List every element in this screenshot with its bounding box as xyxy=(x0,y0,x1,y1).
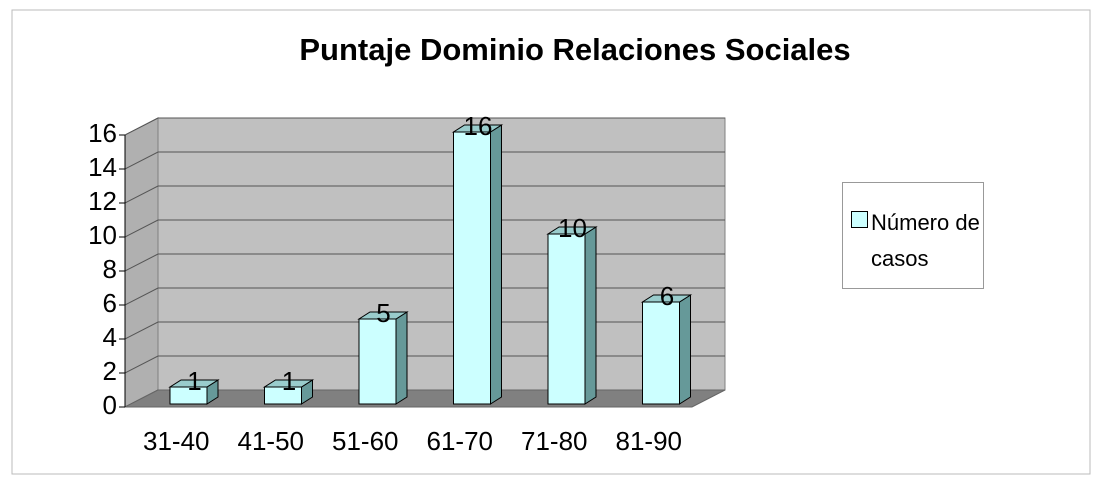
bar xyxy=(357,311,409,405)
y-tick-label: 4 xyxy=(103,322,117,352)
bar-front xyxy=(547,233,586,405)
legend: Número de casos xyxy=(842,182,984,289)
grid-line xyxy=(124,185,725,204)
grid-line xyxy=(124,287,725,306)
x-tick-label: 81-90 xyxy=(616,426,683,456)
bar-side xyxy=(679,294,691,405)
bar xyxy=(640,294,693,405)
data-label: 16 xyxy=(464,111,493,141)
bar xyxy=(451,124,504,405)
bar-front xyxy=(169,386,208,405)
chart-border xyxy=(11,9,1091,475)
grid-line xyxy=(124,151,725,170)
x-tick-label: 31-40 xyxy=(143,426,210,456)
data-label: 5 xyxy=(376,298,390,328)
x-tick-label: 61-70 xyxy=(427,426,494,456)
bar-side xyxy=(395,311,408,405)
data-label: 1 xyxy=(187,366,201,396)
y-tick-label: 2 xyxy=(103,356,117,386)
data-label: 10 xyxy=(558,213,587,243)
bar xyxy=(262,379,315,405)
data-label: 1 xyxy=(282,366,296,396)
bar-front xyxy=(453,131,491,405)
grid-line xyxy=(124,355,725,374)
y-tick-label: 8 xyxy=(103,254,117,284)
grid-line xyxy=(124,253,725,272)
y-tick-label: 0 xyxy=(103,390,117,420)
data-label: 6 xyxy=(660,281,674,311)
grid-line xyxy=(124,219,725,238)
y-tick-label: 6 xyxy=(103,288,117,318)
y-tick-label: 12 xyxy=(88,186,117,216)
bar-front xyxy=(264,386,302,405)
legend-label: Número de casos xyxy=(871,210,980,271)
bar xyxy=(546,226,598,405)
bar-side xyxy=(490,124,502,405)
y-tick-label: 10 xyxy=(88,220,117,250)
x-tick-label: 41-50 xyxy=(238,426,305,456)
chart-title: Puntaje Dominio Relaciones Sociales xyxy=(299,32,850,67)
bar-front xyxy=(642,301,680,405)
grid-line xyxy=(124,117,725,136)
legend-swatch xyxy=(851,211,868,228)
x-tick-label: 71-80 xyxy=(521,426,588,456)
x-tick-label: 51-60 xyxy=(332,426,399,456)
bar xyxy=(168,379,220,405)
grid-line xyxy=(124,321,725,340)
bar-front xyxy=(358,318,397,405)
y-tick-label: 16 xyxy=(88,118,117,148)
y-tick-label: 14 xyxy=(88,152,117,182)
bar-side xyxy=(584,226,597,405)
